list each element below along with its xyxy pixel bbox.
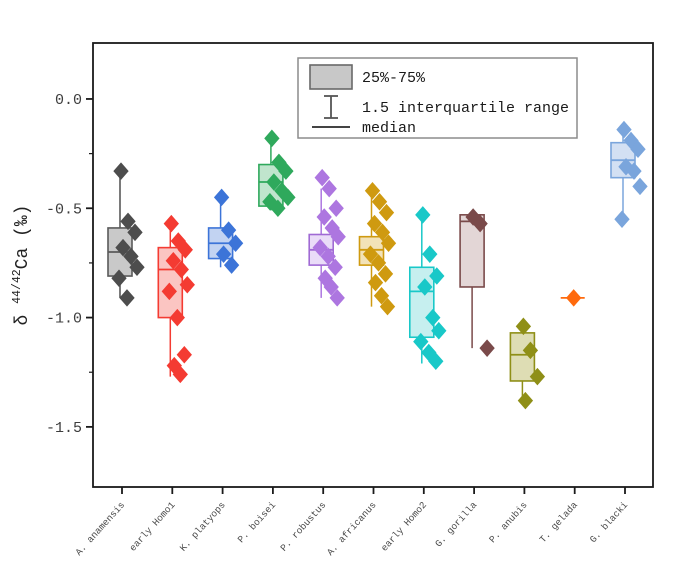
data-point-diamond bbox=[522, 341, 539, 360]
data-point-diamond bbox=[328, 199, 344, 218]
y-axis-label-text: δ 44/42Ca (‰) bbox=[11, 205, 33, 326]
data-point-diamond bbox=[364, 182, 381, 200]
data-point-diamond bbox=[431, 321, 447, 340]
data-point-diamond bbox=[472, 214, 488, 233]
data-point-diamond bbox=[111, 269, 127, 287]
series-p-boisei bbox=[258, 129, 296, 218]
legend-box-swatch-icon bbox=[309, 64, 353, 90]
data-point-diamond bbox=[113, 162, 129, 180]
data-point-diamond bbox=[630, 140, 646, 159]
y-tick-label: 0.0 bbox=[55, 92, 82, 109]
data-point-diamond bbox=[119, 289, 135, 307]
data-point-diamond bbox=[169, 308, 185, 327]
data-point-diamond bbox=[270, 199, 286, 218]
data-point-diamond bbox=[176, 345, 192, 364]
data-point-diamond bbox=[529, 367, 546, 386]
series-p-anubis bbox=[509, 317, 546, 410]
data-point-diamond bbox=[280, 188, 296, 207]
data-point-diamond bbox=[417, 278, 433, 296]
data-point-diamond bbox=[264, 129, 280, 148]
data-point-diamond bbox=[161, 282, 177, 301]
data-point-diamond bbox=[370, 254, 387, 272]
data-point-diamond bbox=[373, 286, 390, 305]
series-early-homo1 bbox=[157, 214, 195, 384]
data-point-diamond bbox=[362, 245, 379, 263]
data-point-diamond bbox=[566, 289, 582, 307]
legend-label-25-75: 25%-75% bbox=[362, 70, 426, 87]
series-g-gorilla bbox=[459, 208, 495, 357]
data-point-diamond bbox=[316, 208, 332, 226]
data-point-diamond bbox=[632, 177, 648, 196]
data-point-diamond bbox=[314, 168, 330, 187]
series-early-homo2 bbox=[408, 206, 447, 371]
y-tick-label: -0.5 bbox=[46, 201, 82, 218]
data-point-diamond bbox=[129, 258, 145, 277]
data-point-diamond bbox=[215, 245, 232, 263]
data-point-diamond bbox=[614, 210, 630, 228]
data-point-diamond bbox=[428, 352, 444, 371]
series-t-gelada bbox=[560, 289, 585, 307]
data-point-diamond bbox=[479, 339, 495, 357]
series-k-platyops bbox=[207, 188, 244, 274]
data-point-diamond bbox=[367, 273, 384, 292]
data-point-diamond bbox=[223, 256, 240, 274]
data-point-diamond bbox=[517, 391, 534, 410]
series-p-robustus bbox=[308, 168, 346, 307]
data-point-diamond bbox=[425, 308, 441, 327]
legend-label-1-5-interquartile-range: 1.5 interquartile range bbox=[362, 100, 569, 117]
data-point-diamond bbox=[227, 234, 244, 253]
data-point-diamond bbox=[179, 276, 195, 294]
data-point-diamond bbox=[374, 223, 391, 242]
data-point-diamond bbox=[163, 214, 179, 233]
data-point-diamond bbox=[429, 267, 445, 285]
data-point-diamond bbox=[465, 208, 481, 226]
data-point-diamond bbox=[321, 179, 337, 198]
data-point-diamond bbox=[329, 289, 345, 307]
plot-frame bbox=[92, 42, 654, 488]
data-point-diamond bbox=[220, 221, 237, 239]
data-point-diamond bbox=[626, 162, 642, 180]
iqr-box bbox=[408, 266, 435, 339]
data-point-diamond bbox=[312, 238, 328, 257]
data-point-diamond bbox=[320, 247, 336, 266]
data-point-diamond bbox=[172, 365, 188, 384]
data-point-diamond bbox=[327, 258, 343, 277]
y-tick-label: -1.0 bbox=[46, 311, 82, 328]
data-point-diamond bbox=[120, 212, 136, 231]
data-point-diamond bbox=[413, 332, 429, 351]
y-tick-label: -1.5 bbox=[46, 420, 82, 437]
data-point-diamond bbox=[165, 251, 181, 270]
data-point-diamond bbox=[115, 238, 131, 257]
data-point-diamond bbox=[213, 188, 230, 207]
data-point-diamond bbox=[123, 247, 139, 266]
data-point-diamond bbox=[323, 278, 339, 296]
series-a-anamensis bbox=[107, 162, 145, 307]
data-point-diamond bbox=[378, 203, 395, 222]
series-g-blacki bbox=[610, 120, 648, 228]
legend: 25%-75% 1.5 interquartile range median bbox=[297, 57, 578, 139]
data-point-diamond bbox=[422, 245, 438, 263]
data-point-diamond bbox=[173, 260, 189, 279]
data-point-diamond bbox=[616, 120, 632, 139]
data-point-diamond bbox=[127, 223, 143, 242]
data-point-diamond bbox=[177, 241, 193, 259]
data-point-diamond bbox=[278, 162, 294, 180]
y-axis-label: δ 44/42Ca (‰) bbox=[11, 205, 33, 326]
data-point-diamond bbox=[366, 214, 383, 233]
data-point-diamond bbox=[377, 265, 394, 283]
data-point-diamond bbox=[379, 297, 396, 316]
data-point-diamond bbox=[380, 234, 397, 253]
legend-label-median: median bbox=[362, 120, 416, 137]
data-point-diamond bbox=[262, 192, 278, 211]
data-point-diamond bbox=[266, 173, 282, 191]
data-point-diamond bbox=[330, 227, 346, 246]
data-point-diamond bbox=[371, 192, 388, 211]
series-a-africanus bbox=[358, 182, 397, 316]
data-point-diamond bbox=[415, 206, 431, 224]
data-point-diamond bbox=[515, 317, 532, 336]
